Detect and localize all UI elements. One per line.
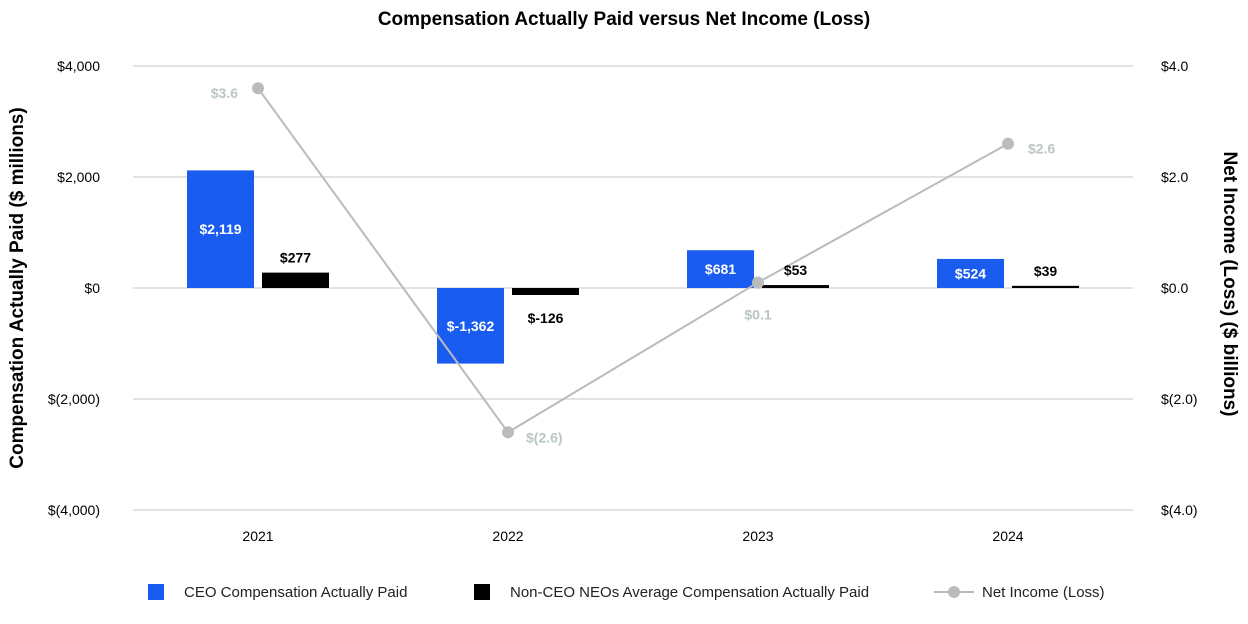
neo-bar [262,272,329,288]
legend-swatch-ceo [148,584,164,600]
left-axis-title: Compensation Actually Paid ($ millions) [7,107,28,468]
ceo-bar-label: $-1,362 [447,318,495,334]
ceo-bar [937,258,1004,288]
neo-bar [512,288,579,295]
net-income-label: $(2.6) [526,429,563,445]
neo-bar [762,285,829,288]
right-axis-title: Net Income (Loss) ($ billions) [1219,152,1240,417]
net-income-label: $0.1 [744,306,771,322]
left-tick-label: $2,000 [57,169,100,185]
right-tick-label: $(2.0) [1161,391,1198,407]
legend: CEO Compensation Actually Paid Non-CEO NE… [148,584,1105,601]
x-tick-label: 2024 [992,528,1023,544]
net-income-point [752,276,764,289]
x-tick-label: 2023 [742,528,773,544]
net-income-point [502,426,514,439]
legend-label-neo: Non-CEO NEOs Average Compensation Actual… [510,584,869,601]
ceo-bar [687,250,754,288]
net-income-point [252,82,264,95]
left-tick-label: $(2,000) [48,391,100,407]
neo-bar-label: $277 [280,250,311,266]
neo-bar [1012,285,1079,288]
right-tick-label: $2.0 [1161,169,1188,185]
neo-bar-label: $53 [784,262,808,278]
right-tick-label: $4.0 [1161,58,1188,74]
legend-label-ceo: CEO Compensation Actually Paid [184,584,407,601]
x-tick-label: 2021 [242,528,273,544]
left-tick-label: $4,000 [57,58,100,74]
axis-ticks: $4,000 $2,000 $0 $(2,000) $(4,000) $4.0 $2.0 $0… [48,58,1198,544]
right-tick-label: $(4.0) [1161,502,1198,518]
legend-swatch-point [948,586,960,598]
neo-bar-label: $-126 [528,310,564,326]
right-tick-label: $0.0 [1161,280,1188,296]
net-income-label: $2.6 [1028,141,1055,157]
neo-bar-label: $39 [1034,263,1058,279]
chart-title: Compensation Actually Paid versus Net In… [378,9,870,30]
ceo-bar-label: $681 [705,261,736,277]
net-income-point [1002,137,1014,150]
ceo-bar [187,170,254,288]
net-income-label: $3.6 [211,85,238,101]
left-tick-label: $0 [84,280,100,296]
legend-swatch-neo [474,584,490,600]
data-labels: $2,119 $-1,362 $681 $524 $277 $-126 $53 $39 $3.6… [199,85,1057,445]
net-income-polyline [257,87,1009,434]
legend-label-net-income: Net Income (Loss) [982,584,1105,601]
bars [187,170,1079,364]
x-tick-label: 2022 [492,528,523,544]
ceo-bar-label: $524 [955,265,986,281]
net-income-line [252,82,1014,439]
ceo-bar-label: $2,119 [199,221,241,237]
left-tick-label: $(4,000) [48,502,100,518]
